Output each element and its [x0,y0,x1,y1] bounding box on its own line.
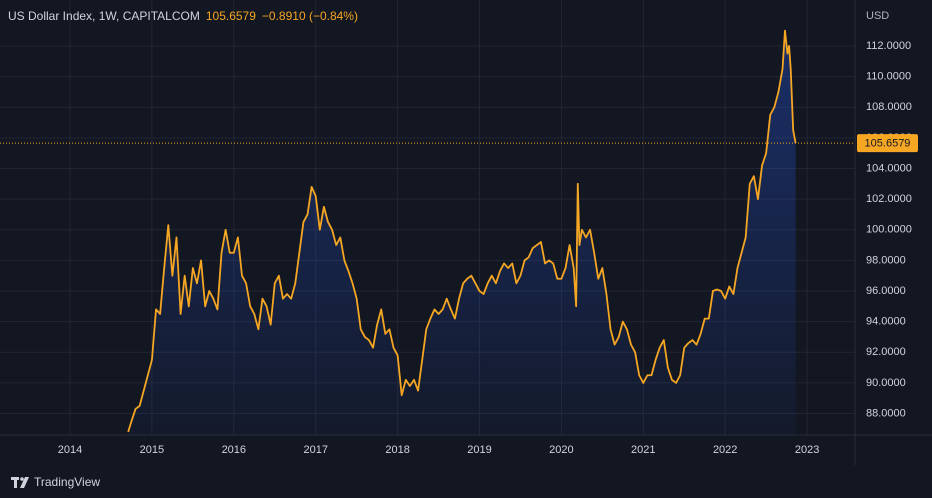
x-tick-label: 2020 [549,444,573,456]
y-tick-label: 96.0000 [866,285,906,297]
area [128,30,796,435]
last-price-badge-label: 105.6579 [865,137,911,149]
x-tick-label: 2017 [303,444,327,456]
y-tick-label: 110.0000 [866,70,911,82]
brand: TradingView [34,475,100,489]
x-tick-label: 2019 [467,444,491,456]
y-tick-label: 88.0000 [866,407,906,419]
last-price-badge [857,134,918,153]
price-line [127,29,797,433]
x-tick-label: 2023 [795,444,819,456]
x-tick-label: 2022 [713,444,737,456]
x-tick-label: 2021 [631,444,655,456]
x-tick-label: 2015 [140,444,164,456]
y-tick-label: 94.0000 [866,316,906,328]
chart-title: US Dollar Index, 1W, CAPITALCOM [8,9,200,23]
y-tick-label: 98.0000 [866,254,906,266]
footer [0,465,932,498]
axes: 2014 2015 2016 2017 2018 2019 2020 2021 2022 2023… [58,40,918,456]
last-price: 105.6579 [205,9,256,23]
y-unit: USD [866,10,889,22]
plot [0,29,855,435]
y-tick-label: 104.0000 [866,162,912,174]
x-tick-label: 2018 [385,444,409,456]
x-tick-label: 2014 [58,444,82,456]
x-tick-label: 2016 [222,444,246,456]
y-tick-label: 102.0000 [866,193,912,205]
y-tick-label: 92.0000 [866,346,906,358]
y-tick-label: 108.0000 [866,101,912,113]
y-tick-label: 100.0000 [866,224,912,236]
y-tick-label: 112.0000 [866,40,911,52]
price-change: −0.8910 (−0.84%) [261,9,358,23]
brand-logo [11,477,29,488]
y-tick-label: 90.0000 [866,377,906,389]
header: US Dollar Index, 1W, CAPITALCOM 105.6579−… [8,9,358,23]
